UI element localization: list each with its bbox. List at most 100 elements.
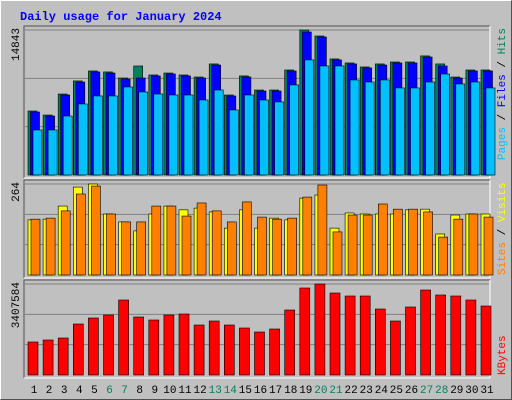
x-tick-label: 2 xyxy=(46,385,53,397)
bar xyxy=(364,81,375,176)
bar xyxy=(30,218,41,276)
bar xyxy=(332,231,343,276)
bar xyxy=(395,87,405,176)
legend-entry: Pages xyxy=(497,127,509,160)
bar xyxy=(244,94,254,176)
bar xyxy=(224,324,235,376)
bar xyxy=(302,196,313,276)
bar xyxy=(239,327,250,376)
bar xyxy=(196,202,207,276)
bar xyxy=(465,299,477,376)
bar xyxy=(57,337,69,376)
x-tick-label: 5 xyxy=(91,385,98,397)
bar xyxy=(242,201,252,276)
bar xyxy=(76,193,86,276)
bar xyxy=(374,308,386,376)
bar xyxy=(151,205,162,276)
bar xyxy=(377,203,388,276)
bar xyxy=(438,236,449,276)
bar xyxy=(60,210,71,276)
bar xyxy=(284,309,296,376)
bar xyxy=(287,217,298,276)
x-tick-label: 3 xyxy=(61,385,68,397)
legend: Pages / Files / Hits xyxy=(497,28,509,160)
bar xyxy=(93,95,103,176)
legend: KBytes xyxy=(497,335,509,375)
bar xyxy=(259,99,269,176)
bar xyxy=(178,313,190,376)
bar xyxy=(344,295,356,376)
bar xyxy=(480,305,492,376)
bar xyxy=(257,216,267,276)
bar xyxy=(133,316,144,376)
y-tick-label: 3407584 xyxy=(11,282,23,329)
chart-title: Daily usage for January 2024 xyxy=(20,10,222,24)
bar xyxy=(359,295,371,376)
bar xyxy=(299,287,311,376)
panel-frame-dark xyxy=(23,25,490,178)
bar xyxy=(420,289,431,376)
bar xyxy=(334,65,345,176)
x-tick-label: 10 xyxy=(163,385,176,397)
x-tick-label: 4 xyxy=(76,385,83,397)
bar xyxy=(208,320,220,376)
bar xyxy=(435,294,447,376)
bar xyxy=(272,218,282,276)
bar xyxy=(118,299,129,376)
x-tick-label: 27 xyxy=(420,385,433,397)
bar xyxy=(329,292,341,376)
legend-separator: / xyxy=(497,107,509,127)
x-tick-label: 12 xyxy=(193,385,206,397)
bar xyxy=(274,101,284,176)
x-tick-label: 1 xyxy=(31,385,38,397)
x-tick-label: 19 xyxy=(299,385,312,397)
legend-entry: Files xyxy=(497,74,509,107)
bar xyxy=(319,65,330,176)
bar xyxy=(423,211,433,276)
x-tick-label: 15 xyxy=(239,385,252,397)
x-tick-label: 25 xyxy=(390,385,403,397)
bar xyxy=(314,283,326,376)
bar xyxy=(198,99,209,176)
bar xyxy=(425,81,435,176)
bar xyxy=(455,83,466,176)
bar xyxy=(304,59,315,176)
bar xyxy=(269,328,280,376)
bar xyxy=(27,341,39,376)
x-tick-label: 30 xyxy=(465,385,478,397)
bar xyxy=(108,95,118,176)
legend-entry: Sites xyxy=(497,242,509,275)
x-tick-label: 8 xyxy=(136,385,143,397)
bar xyxy=(410,87,420,176)
bar xyxy=(47,129,58,176)
bar xyxy=(91,185,101,276)
x-tick-label: 16 xyxy=(254,385,267,397)
bar xyxy=(453,218,464,276)
bar xyxy=(138,91,148,176)
bar xyxy=(485,87,496,176)
bar xyxy=(73,323,84,376)
bar xyxy=(193,324,205,376)
bar xyxy=(408,208,418,276)
bar xyxy=(379,79,390,176)
legend-separator: / xyxy=(497,222,509,242)
bar xyxy=(347,214,358,276)
bar xyxy=(88,317,99,376)
x-tick-label: 24 xyxy=(375,385,389,397)
bar xyxy=(289,84,300,176)
bar xyxy=(390,320,401,376)
bar xyxy=(211,210,222,276)
bar xyxy=(168,94,179,176)
panel-frame-light xyxy=(24,180,491,279)
x-tick-label: 29 xyxy=(450,385,463,397)
bar xyxy=(470,81,481,176)
bar xyxy=(450,295,462,376)
legend-separator: / xyxy=(497,54,509,74)
bar xyxy=(123,86,133,176)
y-tick-label: 264 xyxy=(11,182,23,202)
x-tick-label: 17 xyxy=(269,385,282,397)
bar xyxy=(317,184,328,276)
bar xyxy=(229,109,239,176)
bar xyxy=(183,94,194,176)
